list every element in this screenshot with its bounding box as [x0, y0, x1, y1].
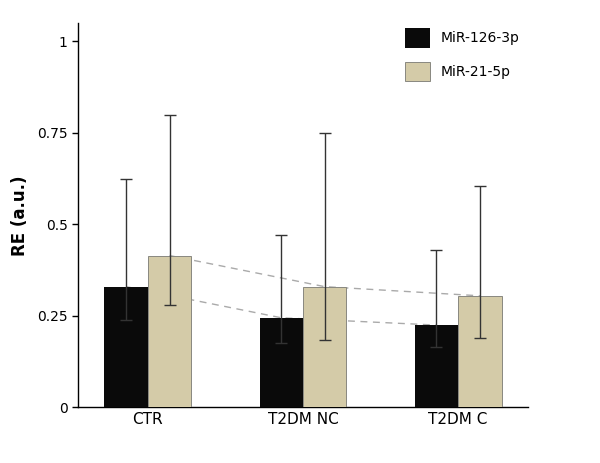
Bar [303, 287, 346, 407]
Bar [260, 318, 303, 407]
Bar [458, 296, 502, 407]
Bar [148, 256, 191, 407]
Bar [104, 287, 148, 407]
Y-axis label: RE (a.u.): RE (a.u.) [11, 175, 29, 256]
Legend: MiR-126-3p, MiR-21-5p: MiR-126-3p, MiR-21-5p [400, 22, 526, 87]
Bar [415, 325, 458, 407]
